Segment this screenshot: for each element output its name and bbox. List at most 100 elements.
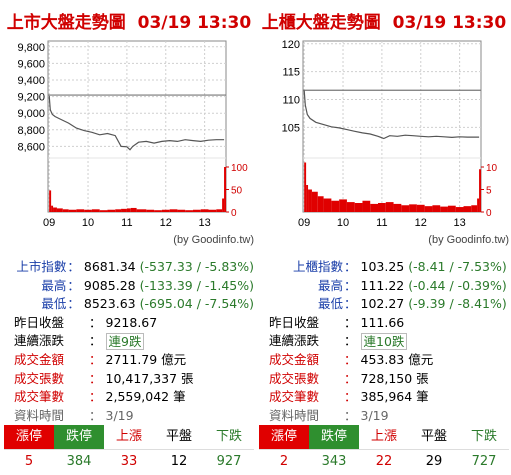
volume-bar: [311, 191, 318, 212]
prev-close-value: 9218.67: [105, 314, 158, 330]
volume-bar: [455, 207, 464, 212]
volume-bar: [424, 206, 433, 212]
price-tick-label: 115: [282, 67, 300, 79]
volume-bar: [317, 196, 324, 212]
stat-label: 上櫃指數: [292, 259, 343, 274]
volume-tick-label: 5: [486, 186, 492, 197]
stat-label: 成交張數: [269, 370, 320, 386]
trades-value: 385,964 筆: [360, 389, 429, 405]
volume-bar: [146, 209, 155, 212]
chart-credit[interactable]: (by Goodinfo.tw): [173, 234, 254, 246]
volume-bar: [479, 169, 482, 212]
time-tick-label: 11: [121, 217, 132, 229]
volume-bar: [99, 210, 108, 212]
volume-bar: [471, 205, 478, 212]
limit-down-header: 跌停: [309, 425, 359, 449]
chart-title: 上市大盤走勢圖 03/19 13:30: [6, 13, 252, 33]
price-tick-label: 8,600: [17, 141, 45, 153]
unchanged-count: 29: [409, 449, 459, 473]
volume-bar: [304, 162, 307, 212]
stat-label: 最低: [41, 296, 67, 312]
volume-bar: [216, 209, 223, 212]
stat-label: 最低: [317, 296, 343, 312]
advance-header: 上漲: [370, 429, 397, 444]
stat-label: 成交筆數: [14, 389, 65, 405]
volume-bar: [370, 203, 379, 212]
volume-bar: [393, 203, 402, 212]
streak-badge: 連9跌: [105, 333, 145, 351]
volume-tick-label: 100: [231, 163, 248, 174]
stat-label: 資料時間: [14, 407, 65, 423]
volume-bar: [432, 205, 441, 212]
volume-bar: [409, 204, 417, 212]
volume-bar: [208, 209, 217, 212]
volume-bar: [323, 198, 332, 212]
volume-bar: [224, 167, 227, 212]
limit-down-count: 343: [309, 449, 359, 473]
amount-value: 453.83 億元: [360, 351, 434, 367]
volume-tick-label: 0: [231, 208, 237, 219]
limit-down-count: 384: [54, 449, 104, 473]
volume-bar: [401, 205, 410, 212]
high-change: (-133.39 / -1.45%): [139, 277, 254, 293]
stat-label: 連續漲跌: [269, 333, 320, 349]
high-value: 9085.28: [83, 277, 136, 293]
volume-bar: [385, 202, 394, 212]
high-value: 111.22: [360, 277, 405, 293]
low-value: 102.27: [360, 296, 405, 312]
index-value: 8681.34: [83, 259, 136, 274]
volume-tick-label: 10: [486, 163, 498, 174]
volume-bar: [154, 210, 162, 212]
time-tick-label: 12: [415, 217, 427, 229]
stats-table: 上櫃指數： 103.25 (-8.41 / -7.53%) 最高： 111.22 (-0…: [269, 258, 509, 425]
shares-value: 10,417,337 張: [105, 370, 194, 386]
chart-title: 上櫃大盤走勢圖 03/19 13:30: [261, 13, 507, 33]
advance-count: 22: [359, 449, 409, 473]
stat-label: 昨日收盤: [14, 314, 65, 330]
volume-bar: [222, 198, 225, 212]
unchanged-count: 12: [154, 449, 204, 473]
price-tick-label: 9,800: [17, 42, 45, 54]
trades-value: 2,559,042 筆: [105, 389, 186, 405]
limit-up-header: 漲停: [4, 425, 54, 449]
unchanged-header: 平盤: [165, 429, 192, 444]
volume-bar: [185, 210, 193, 212]
volume-bar: [339, 199, 347, 212]
volume-bar: [306, 185, 309, 212]
time-tick-label: 13: [198, 217, 210, 229]
time-tick-label: 12: [160, 217, 172, 229]
volume-tick-label: 50: [231, 186, 243, 197]
twse-intraday-chart[interactable]: 9,800 9,600 9,400 9,200 9,000 8,800 8,600 09 10 1…: [4, 38, 254, 234]
stat-label: 連續漲跌: [14, 333, 65, 349]
price-line: [48, 95, 225, 151]
price-tick-label: 9,400: [17, 75, 45, 87]
price-tick-label: 8,800: [17, 125, 45, 137]
volume-bar: [121, 208, 127, 212]
volume-bar: [416, 204, 425, 212]
volume-bar: [200, 209, 209, 212]
time-tick-label: 09: [43, 217, 55, 229]
volume-bar: [477, 198, 480, 212]
volume-bar: [51, 205, 54, 212]
advance-count: 33: [104, 449, 154, 473]
volume-bar: [463, 206, 472, 212]
stat-label: 成交金額: [269, 351, 320, 367]
price-tick-label: 120: [282, 39, 300, 51]
volume-tick-label: 0: [486, 208, 492, 219]
chart-credit[interactable]: (by Goodinfo.tw): [428, 234, 509, 246]
limit-up-count: 5: [4, 449, 54, 473]
volume-bar: [331, 200, 340, 212]
time-tick-label: 10: [337, 217, 349, 229]
decline-header: 下跌: [470, 429, 497, 444]
index-change: (-537.33 / -5.83%): [139, 259, 254, 274]
high-change: (-0.44 / -0.39%): [408, 277, 507, 293]
decline-count: 727: [459, 449, 509, 473]
low-value: 8523.63: [83, 296, 136, 312]
volume-bar: [362, 200, 371, 212]
stat-label: 昨日收盤: [269, 314, 320, 330]
index-change: (-8.41 / -7.53%): [408, 259, 507, 274]
volume-bar: [115, 209, 122, 212]
amount-value: 2711.79 億元: [105, 351, 187, 367]
volume-bar: [84, 209, 92, 212]
